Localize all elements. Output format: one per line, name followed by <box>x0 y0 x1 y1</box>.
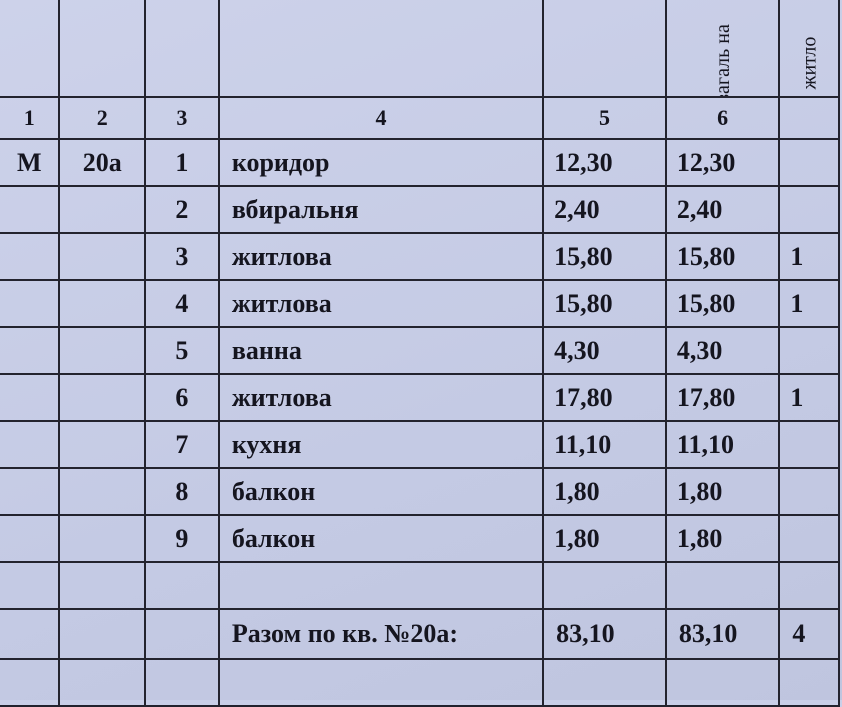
cell-no: 1 <box>143 138 220 187</box>
cell-apartment <box>58 373 146 422</box>
cell-section <box>0 279 61 328</box>
cell-area6: 4,30 <box>664 326 781 375</box>
cell-area5: 12,30 <box>542 138 667 187</box>
cell-area5: 1,80 <box>542 514 667 563</box>
cell-section <box>0 514 61 563</box>
cell-area5: 11,10 <box>542 420 667 469</box>
cell-section <box>0 467 61 516</box>
cell-section <box>0 326 61 375</box>
table-row: 7 кухня 11,10 11,10 <box>0 420 840 469</box>
col-num: 5 <box>542 96 667 140</box>
cell-no: 3 <box>143 232 220 281</box>
col-num: 1 <box>0 96 61 140</box>
cell-apartment <box>58 279 146 328</box>
cell-no: 5 <box>143 326 220 375</box>
column-numbers-row: 1 2 3 4 5 6 <box>0 96 840 140</box>
cell-room: кухня <box>217 420 545 469</box>
cell-no: 4 <box>143 279 220 328</box>
cell-area7: 1 <box>778 279 840 328</box>
cell-area5: 4,30 <box>542 326 667 375</box>
cell-section <box>0 185 61 234</box>
table-row: 8 балкон 1,80 1,80 <box>0 467 840 516</box>
cell-apartment <box>58 514 146 563</box>
cell-section <box>0 232 61 281</box>
table-row: 6 житлова 17,80 17,80 1 <box>0 373 840 422</box>
cell-area5: 1,80 <box>542 467 667 516</box>
cell-room: житлова <box>217 373 545 422</box>
header-living-area: житло <box>798 36 821 90</box>
cell-apartment <box>58 185 146 234</box>
cell-apartment <box>58 467 146 516</box>
cell-no: 7 <box>143 420 220 469</box>
cell-apartment <box>58 326 146 375</box>
table-row: 4 житлова 15,80 15,80 1 <box>0 279 840 328</box>
cell-area7 <box>778 326 840 375</box>
cell-area7 <box>778 514 840 563</box>
table-row: 9 балкон 1,80 1,80 <box>0 514 840 563</box>
col-num: 4 <box>217 96 545 140</box>
cell-no: 2 <box>143 185 220 234</box>
total-area6: 83,10 <box>664 608 781 660</box>
table-row: 5 ванна 4,30 4,30 <box>0 326 840 375</box>
cell-room: балкон <box>217 514 545 563</box>
cell-area7: 1 <box>778 373 840 422</box>
cell-area5: 17,80 <box>542 373 667 422</box>
cell-area6: 2,40 <box>664 185 781 234</box>
cell-area7 <box>778 467 840 516</box>
cell-area7 <box>778 138 840 187</box>
total-row: Разом по кв. №20а: 83,10 83,10 4 <box>0 608 840 660</box>
cell-no: 9 <box>143 514 220 563</box>
cell-section: М <box>0 138 61 187</box>
cell-room: житлова <box>217 232 545 281</box>
cell-section <box>0 420 61 469</box>
cell-room: вбиральня <box>217 185 545 234</box>
cell-room: ванна <box>217 326 545 375</box>
cell-area6: 1,80 <box>664 514 781 563</box>
cell-apartment <box>58 420 146 469</box>
cell-area7 <box>778 185 840 234</box>
total-label: Разом по кв. №20а: <box>217 608 545 660</box>
cell-section <box>0 373 61 422</box>
col-num: 3 <box>143 96 220 140</box>
cell-area7 <box>778 420 840 469</box>
cell-area6: 15,80 <box>664 279 781 328</box>
cell-area5: 15,80 <box>542 279 667 328</box>
table-row: М 20а 1 коридор 12,30 12,30 <box>0 138 840 187</box>
cell-apartment <box>58 232 146 281</box>
col-num: 2 <box>58 96 146 140</box>
cell-area6: 15,80 <box>664 232 781 281</box>
cell-room: житлова <box>217 279 545 328</box>
total-area7: 4 <box>778 608 840 660</box>
cell-area6: 17,80 <box>664 373 781 422</box>
cell-no: 6 <box>143 373 220 422</box>
cell-area5: 15,80 <box>542 232 667 281</box>
cell-area6: 11,10 <box>664 420 781 469</box>
cell-room: коридор <box>217 138 545 187</box>
cell-room: балкон <box>217 467 545 516</box>
cell-area5: 2,40 <box>542 185 667 234</box>
cell-apartment: 20а <box>58 138 146 187</box>
header-total-area: загаль на <box>711 24 734 97</box>
header-row: загаль на житло <box>0 0 840 98</box>
total-area5: 83,10 <box>542 608 667 660</box>
cell-area6: 12,30 <box>664 138 781 187</box>
cell-no: 8 <box>143 467 220 516</box>
cell-area6: 1,80 <box>664 467 781 516</box>
table-row: 3 житлова 15,80 15,80 1 <box>0 232 840 281</box>
table-row: 2 вбиральня 2,40 2,40 <box>0 185 840 234</box>
cell-area7: 1 <box>778 232 840 281</box>
col-num: 6 <box>664 96 781 140</box>
